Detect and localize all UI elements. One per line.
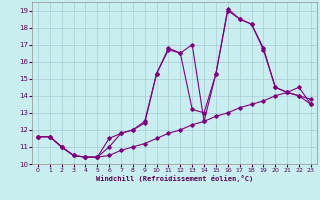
X-axis label: Windchill (Refroidissement éolien,°C): Windchill (Refroidissement éolien,°C) [96, 175, 253, 182]
